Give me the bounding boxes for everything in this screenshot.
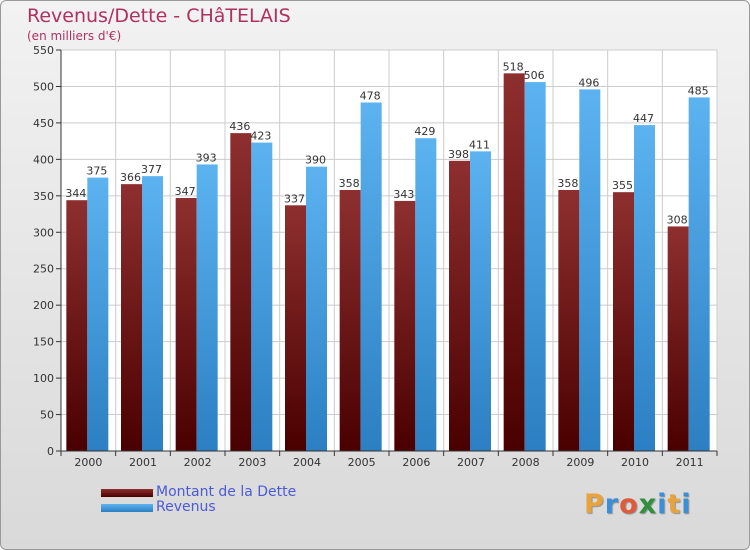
bar-revenus — [306, 166, 327, 451]
x-tick-label: 2006 — [402, 456, 430, 469]
x-tick-label: 2002 — [184, 456, 212, 469]
bar-dette — [503, 73, 525, 452]
y-tick-label: 500 — [33, 80, 54, 93]
bar-revenus — [688, 97, 710, 452]
y-tick-label: 400 — [33, 153, 54, 166]
y-tick-label: 0 — [47, 445, 54, 458]
bars — [66, 73, 710, 452]
proxiti-logo: Proxiti — [584, 489, 692, 520]
data-label-revenus: 423 — [250, 130, 271, 143]
logo-letter: P — [584, 489, 605, 520]
legend-swatch-revenus — [101, 504, 153, 512]
data-label-revenus: 375 — [86, 165, 107, 178]
data-label-dette: 358 — [339, 177, 360, 190]
bar-revenus — [360, 102, 382, 452]
data-label-dette: 347 — [175, 185, 196, 198]
bar-dette — [339, 189, 361, 451]
x-tick-label: 2009 — [566, 456, 594, 469]
x-tick-label: 2011 — [676, 456, 704, 469]
bar-dette — [558, 189, 580, 451]
data-label-revenus: 485 — [688, 84, 709, 97]
logo-letter: r — [604, 489, 620, 520]
x-tick-label: 2003 — [238, 456, 266, 469]
bar-dette — [175, 198, 197, 451]
axes: 0 50 100 150 200 250 300 350 400 450 500 550 2000 200… — [33, 44, 718, 469]
bar-revenus — [251, 142, 273, 451]
data-label-dette: 436 — [229, 120, 250, 133]
bar-revenus — [415, 138, 437, 451]
legend-swatch-debt — [101, 489, 153, 497]
x-tick-label: 2001 — [129, 456, 157, 469]
data-label-dette: 308 — [667, 213, 688, 226]
x-tick-label: 2010 — [621, 456, 649, 469]
data-label-dette: 355 — [612, 179, 633, 192]
data-label-revenus: 478 — [360, 89, 381, 102]
logo-letter: i — [681, 489, 692, 520]
data-label-revenus: 496 — [578, 76, 599, 89]
y-tick-label: 150 — [33, 336, 54, 349]
data-label-dette: 344 — [65, 187, 86, 200]
bar-revenus — [579, 89, 601, 451]
y-tick-label: 50 — [40, 409, 54, 422]
bar-revenus — [142, 176, 163, 451]
logo-letter: t — [667, 489, 682, 520]
y-tick-label: 100 — [33, 372, 54, 385]
legend-label-revenus: Revenus — [156, 499, 216, 515]
y-tick-label: 550 — [33, 44, 54, 57]
logo-letter: x — [638, 489, 658, 520]
bar-dette — [285, 205, 306, 451]
bar-dette — [66, 200, 88, 451]
y-tick-label: 300 — [33, 226, 54, 239]
bar-dette — [613, 192, 634, 451]
data-label-dette: 366 — [120, 171, 141, 184]
bar-dette — [230, 133, 252, 451]
data-label-dette: 358 — [557, 177, 578, 190]
x-tick-label: 2005 — [348, 456, 376, 469]
data-label-revenus: 377 — [141, 163, 162, 176]
data-label-dette: 518 — [503, 60, 524, 73]
x-tick-label: 2004 — [293, 456, 321, 469]
data-label-revenus: 429 — [414, 125, 435, 138]
data-label-revenus: 393 — [196, 151, 217, 164]
chart-subtitle: (en milliers d'€) — [27, 29, 122, 43]
bar-revenus — [196, 164, 218, 451]
x-tick-label: 2000 — [74, 456, 102, 469]
data-label-revenus: 447 — [633, 112, 654, 125]
legend-label-debt: Montant de la Dette — [156, 484, 297, 500]
bar-dette — [394, 200, 416, 451]
logo-letter: i — [657, 489, 668, 520]
y-tick-label: 250 — [33, 263, 54, 276]
bar-dette — [121, 184, 142, 452]
bar-revenus — [634, 125, 655, 451]
bar-dette — [449, 160, 470, 451]
chart-title: Revenus/Dette - CHâTELAIS — [27, 5, 291, 27]
logo-letter: o — [619, 489, 639, 520]
data-label-dette: 337 — [284, 192, 305, 205]
data-label-dette: 398 — [448, 148, 469, 161]
x-tick-label: 2007 — [457, 456, 485, 469]
y-tick-label: 350 — [33, 190, 54, 203]
y-tick-label: 200 — [33, 299, 54, 312]
y-tick-label: 450 — [33, 117, 54, 130]
data-label-dette: 343 — [393, 188, 414, 201]
bar-revenus — [470, 151, 491, 452]
x-tick-label: 2008 — [512, 456, 540, 469]
data-label-revenus: 411 — [469, 138, 490, 151]
bar-revenus — [524, 82, 546, 451]
bar-dette — [667, 226, 689, 451]
bar-revenus — [87, 177, 109, 451]
data-label-revenus: 390 — [305, 154, 326, 167]
data-label-revenus: 506 — [524, 69, 545, 82]
